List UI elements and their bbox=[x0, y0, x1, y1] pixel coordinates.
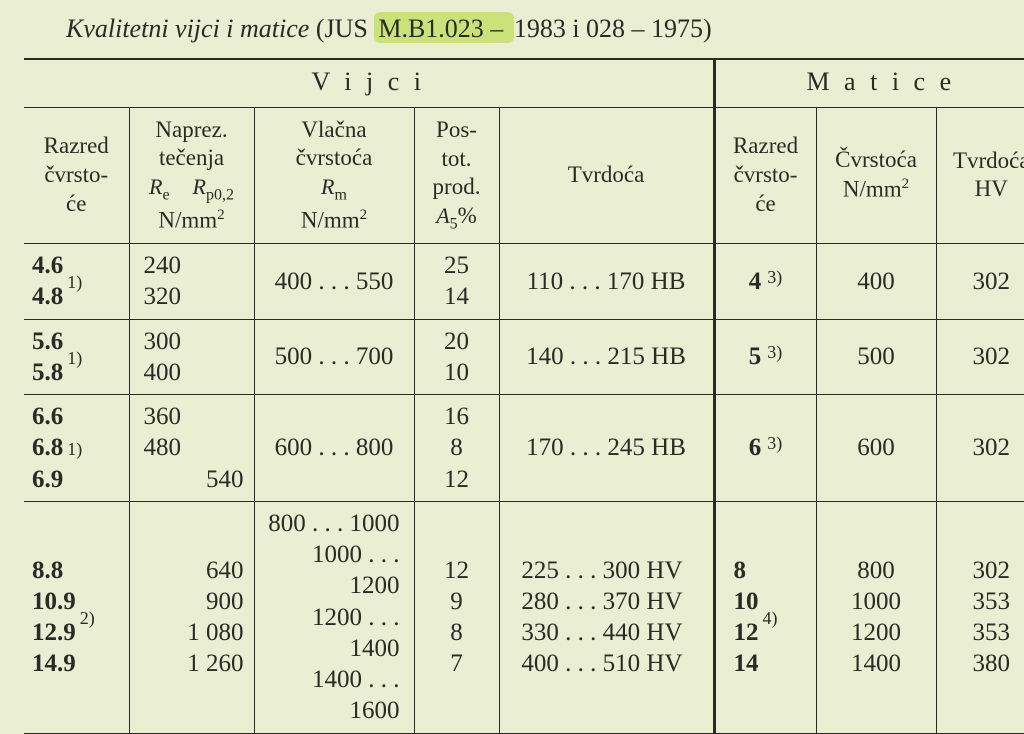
head-razred-matice: Razred čvrsto- će bbox=[714, 107, 816, 244]
table-row: 8.8 10.9 12.9 14.9 2) 640 900 1 080 1 26… bbox=[24, 501, 1024, 733]
table-row: 6.6 6.81) 6.9 360 480 540 600 . . . 800 … bbox=[24, 395, 1024, 502]
title-a: (JUS bbox=[309, 14, 374, 43]
table-row: 5.65.8 1) 300400 500 . . . 700 2010 140 … bbox=[24, 319, 1024, 395]
section-matice: M a t i c e bbox=[714, 59, 1024, 107]
section-vijci: V i j c i bbox=[24, 59, 714, 107]
title-highlight: M.B1.023 – bbox=[374, 12, 513, 43]
head-postot: Pos- tot. prod. A5% bbox=[414, 107, 499, 244]
head-vlacna: Vlačna čvrstoća Rm N/mm2 bbox=[254, 107, 414, 244]
title-b: 1983 i 028 – 1975) bbox=[514, 14, 712, 43]
head-cvrstoca-matice: Čvrstoća N/mm2 bbox=[816, 107, 936, 244]
title-italic: Kvalitetni vijci i matice bbox=[66, 14, 309, 43]
table-row: 4.64.8 1) 240320 400 . . . 550 2514 110 … bbox=[24, 244, 1024, 320]
head-naprez: Naprez. tečenja Re Rp0,2 N/mm2 bbox=[129, 107, 254, 244]
head-razred-vijci: Razred čvrsto- će bbox=[24, 107, 129, 244]
spec-table: V i j c i M a t i c e Razred čvrsto- će … bbox=[24, 58, 1024, 734]
page-title: Kvalitetni vijci i matice (JUS M.B1.023 … bbox=[24, 14, 1000, 44]
head-tvrdoca-vijci: Tvrdoća bbox=[499, 107, 714, 244]
head-tvrdoca-matice: Tvrdoća HV bbox=[936, 107, 1024, 244]
